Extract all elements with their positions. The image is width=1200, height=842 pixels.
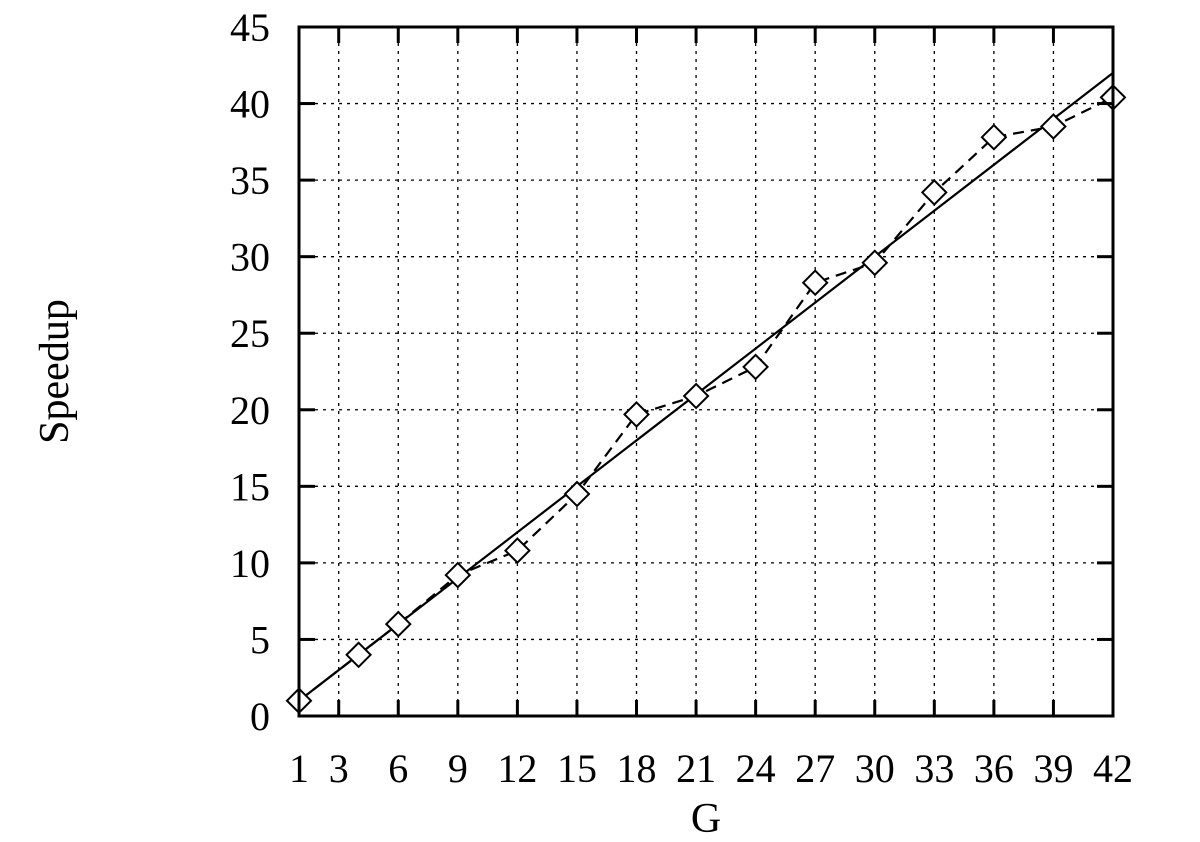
x-tick-label: 27 — [795, 746, 835, 791]
x-tick-label: 42 — [1093, 746, 1133, 791]
x-tick-label: 36 — [974, 746, 1014, 791]
y-tick-label: 20 — [230, 388, 270, 433]
tick-labels: 1 3 6 9 12 15 18 21 24 27 30 33 36 39 4205101520253035… — [230, 5, 1133, 791]
y-tick-label: 15 — [230, 464, 270, 509]
y-axis-title: Speedup — [32, 299, 78, 444]
diamond-marker — [980, 123, 1008, 151]
solid-series-line — [298, 72, 1114, 702]
ideal-series — [298, 72, 1114, 702]
diamond-marker — [623, 400, 650, 428]
x-tick-label: 21 — [676, 746, 716, 791]
y-tick-label: 10 — [230, 541, 270, 586]
x-tick-label: 39 — [1033, 746, 1073, 791]
diamond-marker — [345, 641, 373, 669]
x-tick-label: 33 — [914, 746, 954, 791]
diamond-marker — [920, 178, 948, 206]
x-tick-label: 30 — [855, 746, 895, 791]
x-tick-label: 6 — [388, 746, 408, 791]
y-tick-label: 25 — [230, 311, 270, 356]
y-tick-label: 0 — [250, 694, 270, 739]
x-tick-label: 3 — [329, 746, 349, 791]
y-tick-label: 45 — [230, 5, 270, 50]
y-tick-label: 30 — [230, 235, 270, 280]
y-tick-label: 5 — [250, 617, 270, 662]
diamond-marker — [563, 480, 591, 508]
ticks — [297, 25, 1115, 718]
y-tick-label: 35 — [230, 158, 270, 203]
x-tick-label: 18 — [617, 746, 657, 791]
y-tick-label: 40 — [230, 82, 270, 127]
x-tick-label: 9 — [448, 746, 468, 791]
diamond-marker — [1039, 113, 1067, 140]
diamond-marker — [384, 610, 412, 638]
diamond-marker — [801, 269, 829, 297]
plot-frame — [297, 25, 1115, 718]
diamond-marker — [742, 353, 770, 381]
x-tick-label: 15 — [557, 746, 597, 791]
diamond-marker — [861, 249, 889, 277]
diamond-marker — [444, 561, 472, 589]
x-tick-label: 1 — [289, 746, 309, 791]
diamond-marker — [682, 382, 710, 410]
series-group — [285, 72, 1127, 715]
x-tick-label: 24 — [736, 746, 776, 791]
x-axis-title: G — [691, 796, 721, 842]
x-tick-label: 12 — [497, 746, 537, 791]
diamond-marker — [503, 537, 531, 565]
